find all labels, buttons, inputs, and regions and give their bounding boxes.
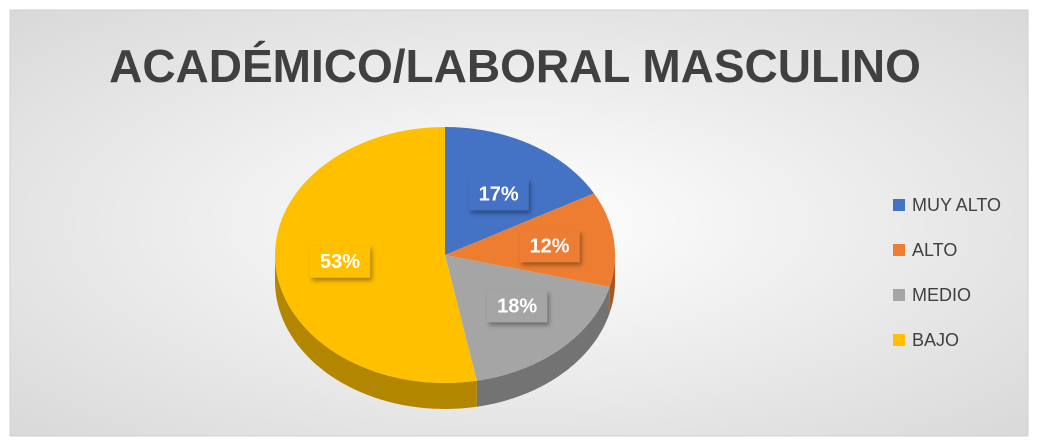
data-label: 17% [479, 184, 519, 206]
legend-swatch [893, 199, 905, 211]
legend-label: BAJO [912, 330, 959, 350]
data-label: 53% [320, 251, 360, 273]
chart-title: ACADÉMICO/LABORAL MASCULINO [109, 40, 921, 92]
legend-label: MEDIO [912, 285, 971, 305]
data-label-box [487, 290, 548, 323]
pie-side [275, 255, 477, 409]
legend-swatch [893, 244, 905, 256]
pie-slice [275, 127, 477, 383]
legend-label: MUY ALTO [912, 195, 1001, 215]
legend-swatch [893, 289, 905, 301]
data-label-box [519, 230, 580, 263]
legend-swatch [893, 334, 905, 346]
pie-side [476, 286, 610, 407]
data-label: 18% [497, 296, 537, 318]
data-label-box [310, 245, 371, 278]
data-label: 12% [530, 235, 570, 257]
legend-label: ALTO [912, 240, 957, 260]
data-label-box [468, 178, 529, 211]
pie-side [609, 255, 615, 313]
